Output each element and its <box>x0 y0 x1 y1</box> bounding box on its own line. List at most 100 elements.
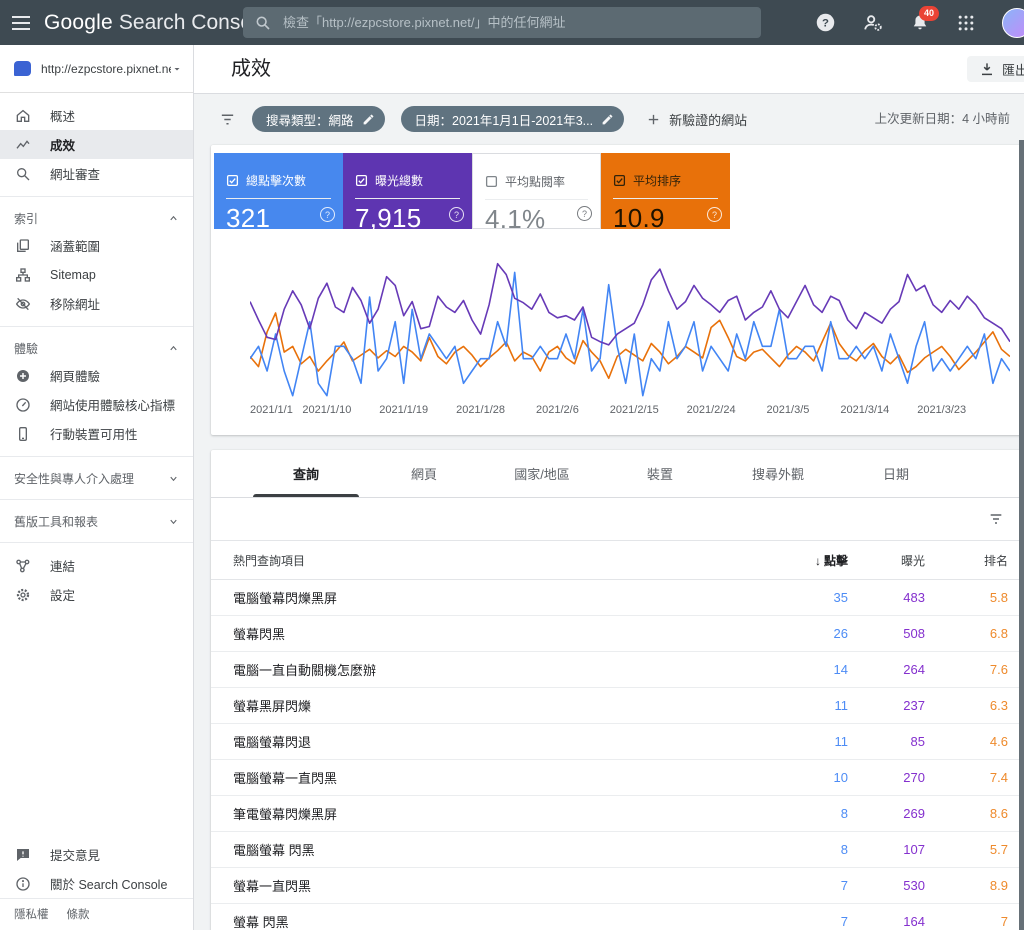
filter-funnel-icon[interactable] <box>219 111 236 128</box>
section-security-manual-actions[interactable]: 安全性與專人介入處理 <box>0 465 193 491</box>
query-cell[interactable]: 電腦螢幕閃爍黑屏 <box>211 588 760 607</box>
query-cell[interactable]: 電腦螢幕一直閃黑 <box>211 768 760 787</box>
privacy-link[interactable]: 隱私權 <box>14 906 49 922</box>
app-logo[interactable]: Google Search Console <box>44 11 268 35</box>
sidebar-item-feedback[interactable]: 提交意見 <box>0 840 193 869</box>
help-circle-icon[interactable]: ? <box>707 207 722 222</box>
query-cell[interactable]: 電腦螢幕閃退 <box>211 732 760 751</box>
help-circle-icon[interactable]: ? <box>449 207 464 222</box>
chart-line <box>250 272 1010 395</box>
tab-pages[interactable]: 網頁 <box>365 450 483 497</box>
table-row[interactable]: 電腦螢幕閃退 11 85 4.6 <box>211 724 1024 760</box>
tab-dates[interactable]: 日期 <box>837 450 955 497</box>
query-cell[interactable]: 筆電螢幕閃爍黑屏 <box>211 804 760 823</box>
checkbox-unchecked-icon[interactable] <box>485 175 498 188</box>
tab-countries[interactable]: 國家/地區 <box>483 450 601 497</box>
sidebar-item-removals[interactable]: 移除網址 <box>0 289 193 318</box>
export-label: 匯出 <box>1002 60 1024 79</box>
metric-tile-average-position[interactable]: 平均排序 10.9 ? <box>601 153 730 229</box>
position-cell: 7.4 <box>925 770 1024 785</box>
table-filter-row <box>211 498 1024 540</box>
chip-search-type[interactable]: 搜尋類型：網路 <box>252 106 385 132</box>
sidebar-item-sitemaps[interactable]: Sitemap <box>0 260 193 289</box>
tab-queries[interactable]: 查詢 <box>247 450 365 497</box>
sidebar-item-mobile-usability[interactable]: 行動裝置可用性 <box>0 419 193 448</box>
url-inspection-searchbox[interactable] <box>243 7 761 38</box>
col-header-position[interactable]: 排名 <box>925 552 1024 569</box>
sidebar-item-page-experience[interactable]: 網頁體驗 <box>0 361 193 390</box>
avatar[interactable] <box>1002 8 1024 38</box>
notification-badge: 40 <box>919 6 939 21</box>
sidebar-item-settings[interactable]: 設定 <box>0 580 193 609</box>
metric-tile-total-clicks[interactable]: 總點擊次數 321 ? <box>214 153 343 229</box>
apps-grid-icon[interactable] <box>956 13 976 33</box>
table-filter-icon[interactable] <box>988 511 1004 527</box>
help-circle-icon[interactable]: ? <box>320 207 335 222</box>
tab-search-appearance[interactable]: 搜尋外觀 <box>719 450 837 497</box>
query-cell[interactable]: 螢幕一直閃黑 <box>211 876 760 895</box>
notifications-bell-icon[interactable]: 40 <box>910 13 930 33</box>
plus-icon <box>646 112 661 127</box>
tab-devices[interactable]: 裝置 <box>601 450 719 497</box>
help-circle-icon[interactable]: ? <box>577 206 592 221</box>
section-index[interactable]: 索引 <box>0 205 193 231</box>
sitemap-icon <box>14 266 31 283</box>
performance-chart[interactable] <box>250 255 1010 400</box>
x-tick-label: 2021/3/5 <box>767 404 810 416</box>
divider <box>0 499 193 500</box>
checkbox-checked-icon[interactable] <box>613 174 626 187</box>
col-header-clicks[interactable]: ↓點擊 <box>760 552 848 569</box>
user-settings-icon[interactable] <box>862 12 884 34</box>
impressions-cell: 269 <box>848 806 925 821</box>
table-row[interactable]: 螢幕 閃黑 7 164 7 <box>211 904 1024 930</box>
table-row[interactable]: 螢幕閃黑 26 508 6.8 <box>211 616 1024 652</box>
col-header-impressions[interactable]: 曝光 <box>848 552 925 569</box>
table-row[interactable]: 電腦螢幕閃爍黑屏 35 483 5.8 <box>211 580 1024 616</box>
vertical-scrollbar[interactable] <box>1019 140 1024 930</box>
sidebar-item-overview[interactable]: 概述 <box>0 101 193 130</box>
table-row[interactable]: 筆電螢幕閃爍黑屏 8 269 8.6 <box>211 796 1024 832</box>
metric-tile-average-ctr[interactable]: 平均點閱率 4.1% ? <box>472 153 601 229</box>
last-updated: 上次更新日期：4 小時前 <box>875 94 1010 144</box>
section-legacy-tools[interactable]: 舊版工具和報表 <box>0 508 193 534</box>
position-cell: 5.7 <box>925 842 1024 857</box>
clicks-cell: 11 <box>760 698 848 713</box>
appbar-actions: ? 40 <box>815 0 1024 45</box>
property-selector[interactable]: http://ezpcstore.pixnet.net/ <box>0 45 193 93</box>
sidebar-item-links[interactable]: 連結 <box>0 551 193 580</box>
help-icon[interactable]: ? <box>815 12 836 33</box>
search-input[interactable] <box>281 14 749 31</box>
impressions-cell: 164 <box>848 914 925 929</box>
chip-date-range[interactable]: 日期：2021年1月1日-2021年3... <box>401 106 625 132</box>
gear-icon <box>14 586 31 603</box>
table-row[interactable]: 電腦一直自動關機怎麼辦 14 264 7.6 <box>211 652 1024 688</box>
sidebar-item-about[interactable]: 關於 Search Console <box>0 869 193 898</box>
query-cell[interactable]: 螢幕黑屏閃爍 <box>211 696 760 715</box>
sidebar-item-url-inspection[interactable]: 網址審查 <box>0 159 193 188</box>
export-button[interactable]: 匯出 <box>967 56 1024 82</box>
sidebar-item-performance[interactable]: 成效 <box>0 130 193 159</box>
sidebar-item-coverage[interactable]: 涵蓋範圍 <box>0 231 193 260</box>
pencil-icon <box>362 113 375 126</box>
clicks-cell: 14 <box>760 662 848 677</box>
table-row[interactable]: 電腦螢幕一直閃黑 10 270 7.4 <box>211 760 1024 796</box>
col-header-query[interactable]: 熱門查詢項目 <box>211 552 760 569</box>
section-experience[interactable]: 體驗 <box>0 335 193 361</box>
menu-icon[interactable] <box>0 0 42 45</box>
query-cell[interactable]: 螢幕閃黑 <box>211 624 760 643</box>
table-row[interactable]: 螢幕黑屏閃爍 11 237 6.3 <box>211 688 1024 724</box>
terms-link[interactable]: 條款 <box>67 906 90 922</box>
table-row[interactable]: 螢幕一直閃黑 7 530 8.9 <box>211 868 1024 904</box>
query-cell[interactable]: 電腦螢幕 閃黑 <box>211 840 760 859</box>
checkbox-checked-icon[interactable] <box>355 174 368 187</box>
query-cell[interactable]: 電腦一直自動關機怎麼辦 <box>211 660 760 679</box>
metric-tiles: 總點擊次數 321 ? 曝光總數 7,915 ? 平均點閱率 4.1% ? <box>214 153 730 229</box>
sidebar: http://ezpcstore.pixnet.net/ 概述 成效 網址審查 … <box>0 45 194 930</box>
query-cell[interactable]: 螢幕 閃黑 <box>211 912 760 930</box>
sidebar-item-core-web-vitals[interactable]: 網站使用體驗核心指標 <box>0 390 193 419</box>
new-filter-button[interactable]: 新驗證的網站 <box>646 110 747 129</box>
sidebar-item-label: Sitemap <box>50 268 96 282</box>
checkbox-checked-icon[interactable] <box>226 174 239 187</box>
metric-tile-total-impressions[interactable]: 曝光總數 7,915 ? <box>343 153 472 229</box>
table-row[interactable]: 電腦螢幕 閃黑 8 107 5.7 <box>211 832 1024 868</box>
